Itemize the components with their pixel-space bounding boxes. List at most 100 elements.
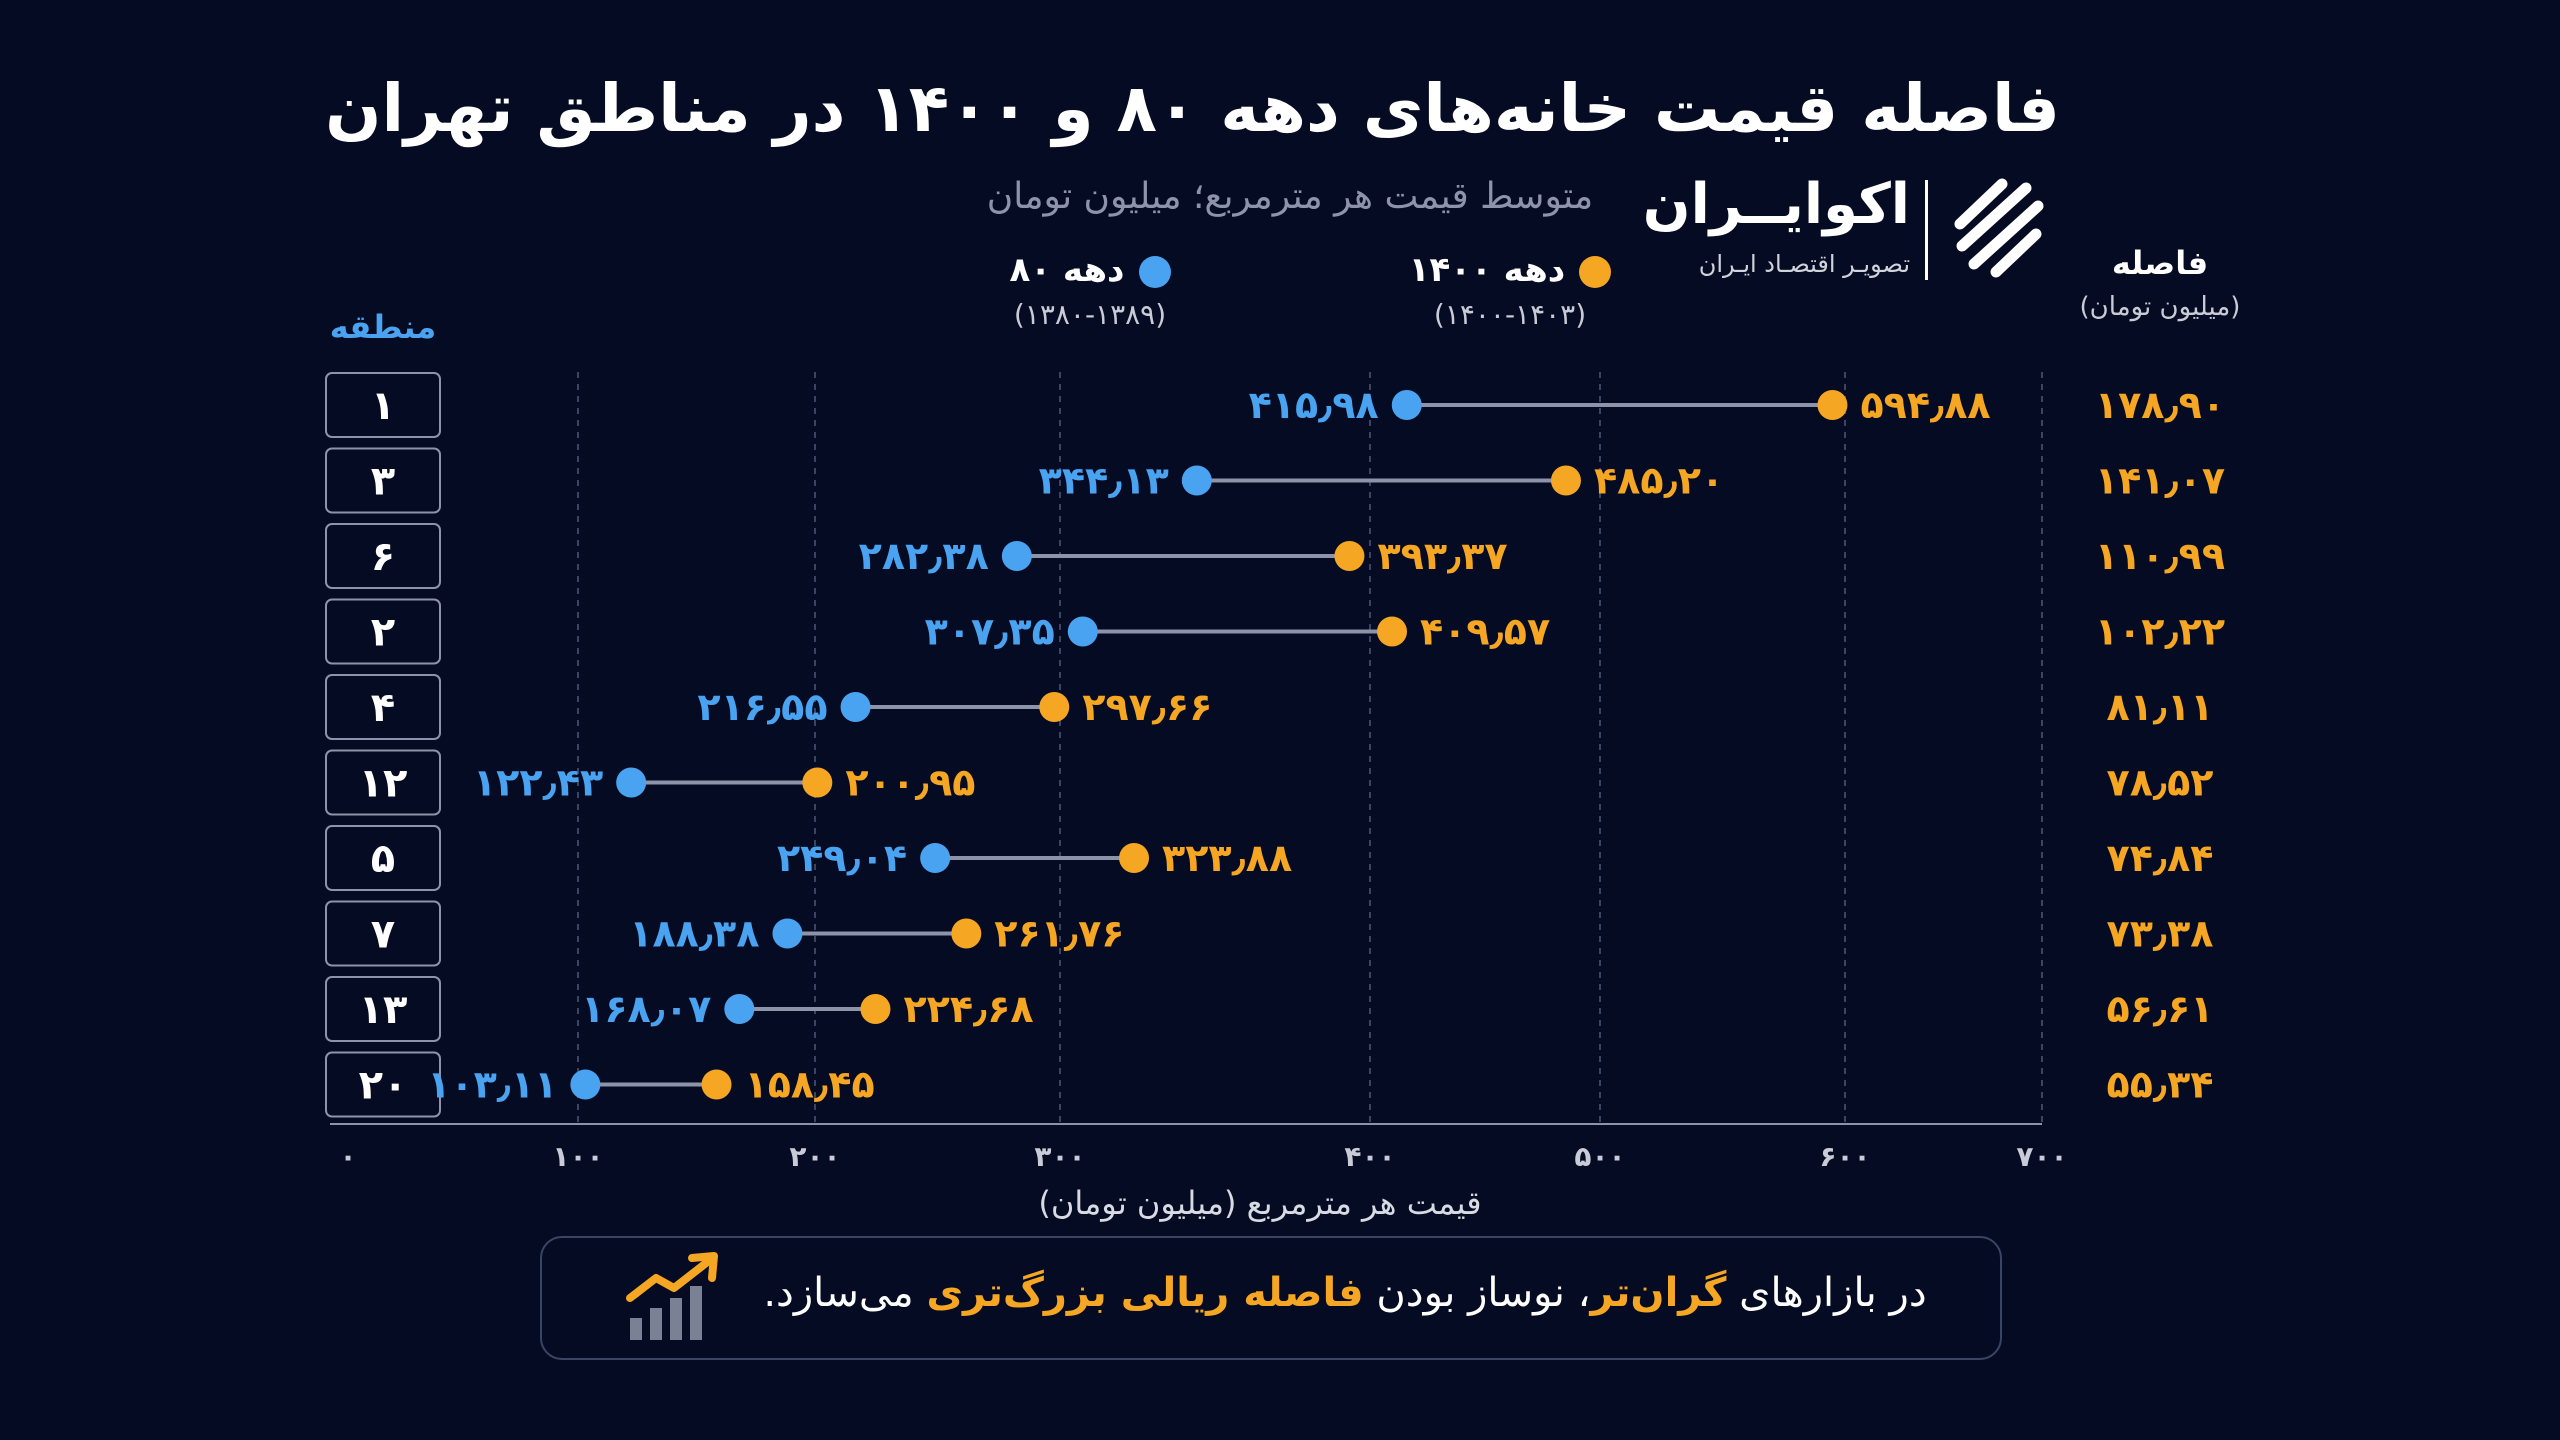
point-dahe-80 [570,1069,601,1100]
point-dahe-80 [616,767,647,798]
region-label: ۳ [371,459,395,505]
region-box [325,372,441,438]
brand-logo: اکوایــران تصویـر اقتصـاد ایـران [1643,172,2050,292]
region-label: ۱ [371,383,395,429]
legend-dot-1400 [1579,255,1612,288]
point-dahe-1400 [802,767,833,798]
point-dahe-1400 [1334,541,1365,571]
value-label-dahe-80: ۲۴۹٫۰۴ [777,836,907,880]
point-dahe-80 [772,918,803,949]
gap-value: ۱۷۸٫۹۰ [2095,383,2225,427]
gap-value: ۵۵٫۳۴ [2107,1063,2214,1107]
footer-note-box [540,1236,2002,1360]
region-label: ۱۳ [359,987,408,1033]
point-dahe-1400 [1119,843,1150,873]
value-label-dahe-1400: ۴۰۹٫۵۷ [1420,610,1550,654]
point-dahe-1400 [860,994,891,1024]
value-label-dahe-1400: ۳۹۳٫۳۷ [1377,534,1507,578]
region-box [325,523,441,589]
brand-mark-icon [1943,175,2047,279]
point-dahe-1400 [1039,692,1070,722]
value-label-dahe-1400: ۵۹۴٫۸۸ [1860,383,1990,427]
value-label-dahe-80: ۴۱۵٫۹۸ [1249,383,1379,427]
region-box [325,900,441,967]
gap-value: ۵۶٫۶۱ [2107,987,2214,1031]
chart-title: فاصله قیمت خانه‌های دهه ۸۰ و ۱۴۰۰ در منا… [325,70,2060,147]
row-region-6: ۱۲ ۱۲۲٫۴۳ ۲۰۰٫۹۵ ۷۸٫۵۲ [325,749,2214,816]
legend-range-1400: (۱۴۰۰-۱۴۰۳) [1433,298,1587,331]
x-axis-title: قیمت هر مترمربع (میلیون تومان) [1038,1184,1481,1222]
rows-layer: ۱ ۴۱۵٫۹۸ ۵۹۴٫۸۸ ۱۷۸٫۹۰ ۳ ۳۴۴٫۱۳ ۴۸۵٫۲۰ ۱۴۱٫۰۷ ۶ ۲… [325,372,2225,1118]
point-dahe-80 [724,994,755,1024]
brand-separator [1925,180,1928,280]
x-tick-label-1: ۱۰۰ [552,1140,603,1173]
row-region-3: ۶ ۲۸۲٫۳۸ ۳۹۳٫۳۷ ۱۱۰٫۹۹ [325,523,2225,589]
row-region-10: ۲۰ ۱۰۳٫۱۱ ۱۵۸٫۴۵ ۵۵٫۳۴ [325,1051,2214,1118]
row-region-8: ۷ ۱۸۸٫۳۸ ۲۶۱٫۷۶ ۷۳٫۳۸ [325,900,2214,967]
axis-layer: ۰ ۱۰۰ ۲۰۰ ۳۰۰ ۴۰۰ ۵۰۰ ۶۰۰ ۷۰۰ قیمت هر مترمربع (م… [330,1123,2068,1222]
value-label-dahe-1400: ۲۹۷٫۶۶ [1082,685,1212,729]
x-tick-label-7: ۷۰۰ [2016,1140,2067,1173]
legend-range-80: (۱۳۸۰-۱۳۸۹) [1013,298,1167,331]
legend-item-1400: دهه ۱۴۰۰ (۱۴۰۰-۱۴۰۳) [1395,250,1625,331]
value-label-dahe-80: ۱۰۳٫۱۱ [427,1063,557,1107]
footer-highlight2: فاصله ریالی بزرگ‌تری [926,1270,1364,1316]
value-label-dahe-80: ۲۸۲٫۳۸ [859,534,989,578]
row-region-1: ۱ ۴۱۵٫۹۸ ۵۹۴٫۸۸ ۱۷۸٫۹۰ [325,372,2225,438]
gap-value: ۱۱۰٫۹۹ [2095,534,2225,578]
footer-highlight1: گران‌تر [1590,1270,1727,1316]
row-region-4: ۲ ۳۰۷٫۳۵ ۴۰۹٫۵۷ ۱۰۲٫۲۲ [325,598,2225,665]
growth-chart-icon [626,1252,718,1340]
brand-name: اکوایــران [1642,172,1910,237]
gap-value: ۷۳٫۳۸ [2107,912,2214,956]
region-label: ۴ [371,685,395,731]
point-dahe-80 [1001,541,1032,571]
point-dahe-80 [840,692,871,722]
point-dahe-80 [1181,465,1212,496]
point-dahe-1400 [1817,390,1848,420]
gap-header-title: فاصله [2111,244,2209,282]
region-label: ۶ [371,534,395,580]
value-label-dahe-80: ۳۴۴٫۱۳ [1039,459,1169,503]
value-label-dahe-1400: ۲۲۴٫۶۸ [903,987,1033,1031]
value-label-dahe-80: ۱۲۲٫۴۳ [473,761,603,805]
gap-value: ۷۸٫۵۲ [2107,761,2214,805]
point-dahe-1400 [1377,616,1408,647]
value-label-dahe-1400: ۱۵۸٫۴۵ [745,1063,875,1107]
footer-part3: می‌سازد. [763,1270,927,1316]
region-label: ۲۰ [359,1063,408,1109]
point-dahe-80 [920,843,951,873]
chart-subtitle: متوسط قیمت هر مترمربع؛ میلیون تومان [986,176,1594,217]
x-tick-label-5: ۵۰۰ [1574,1140,1625,1173]
gap-value: ۱۰۲٫۲۲ [2095,610,2225,654]
region-box [325,749,441,816]
brand-tagline: تصویـر اقتصـاد ایـران [1698,250,1910,278]
legend-dot-80 [1138,255,1171,288]
row-region-9: ۱۳ ۱۶۸٫۰۷ ۲۲۴٫۶۸ ۵۶٫۶۱ [325,976,2214,1042]
legend-label-80: دهه ۸۰ [1009,250,1125,290]
value-label-dahe-1400: ۳۲۳٫۸۸ [1162,836,1292,880]
region-box [325,976,441,1042]
point-dahe-1400 [1550,465,1581,496]
value-label-dahe-80: ۱۶۸٫۰۷ [581,987,711,1031]
point-dahe-1400 [701,1069,732,1100]
x-tick-label-6: ۶۰۰ [1819,1140,1870,1173]
region-box [325,598,441,665]
value-label-dahe-80: ۱۸۸٫۳۸ [629,912,759,956]
region-box [325,447,441,514]
footer-note: در بازارهای گران‌تر، نوساز بودن فاصله ری… [760,1270,1930,1316]
value-label-dahe-1400: ۲۶۱٫۷۶ [994,912,1124,956]
x-tick-label-4: ۴۰۰ [1344,1140,1395,1173]
region-box [325,825,441,891]
gap-header-unit: (میلیون تومان) [2079,292,2241,322]
x-tick-label-3: ۳۰۰ [1034,1140,1085,1173]
point-dahe-80 [1391,390,1422,420]
legend-label-1400: دهه ۱۴۰۰ [1408,250,1566,290]
region-label: ۲ [371,610,395,656]
gap-value: ۷۴٫۸۴ [2107,836,2214,880]
value-label-dahe-1400: ۲۰۰٫۹۵ [845,761,975,805]
footer-part2: ، نوساز بودن [1363,1270,1591,1316]
gap-value: ۱۴۱٫۰۷ [2095,459,2225,503]
x-tick-label-2: ۲۰۰ [789,1140,840,1173]
